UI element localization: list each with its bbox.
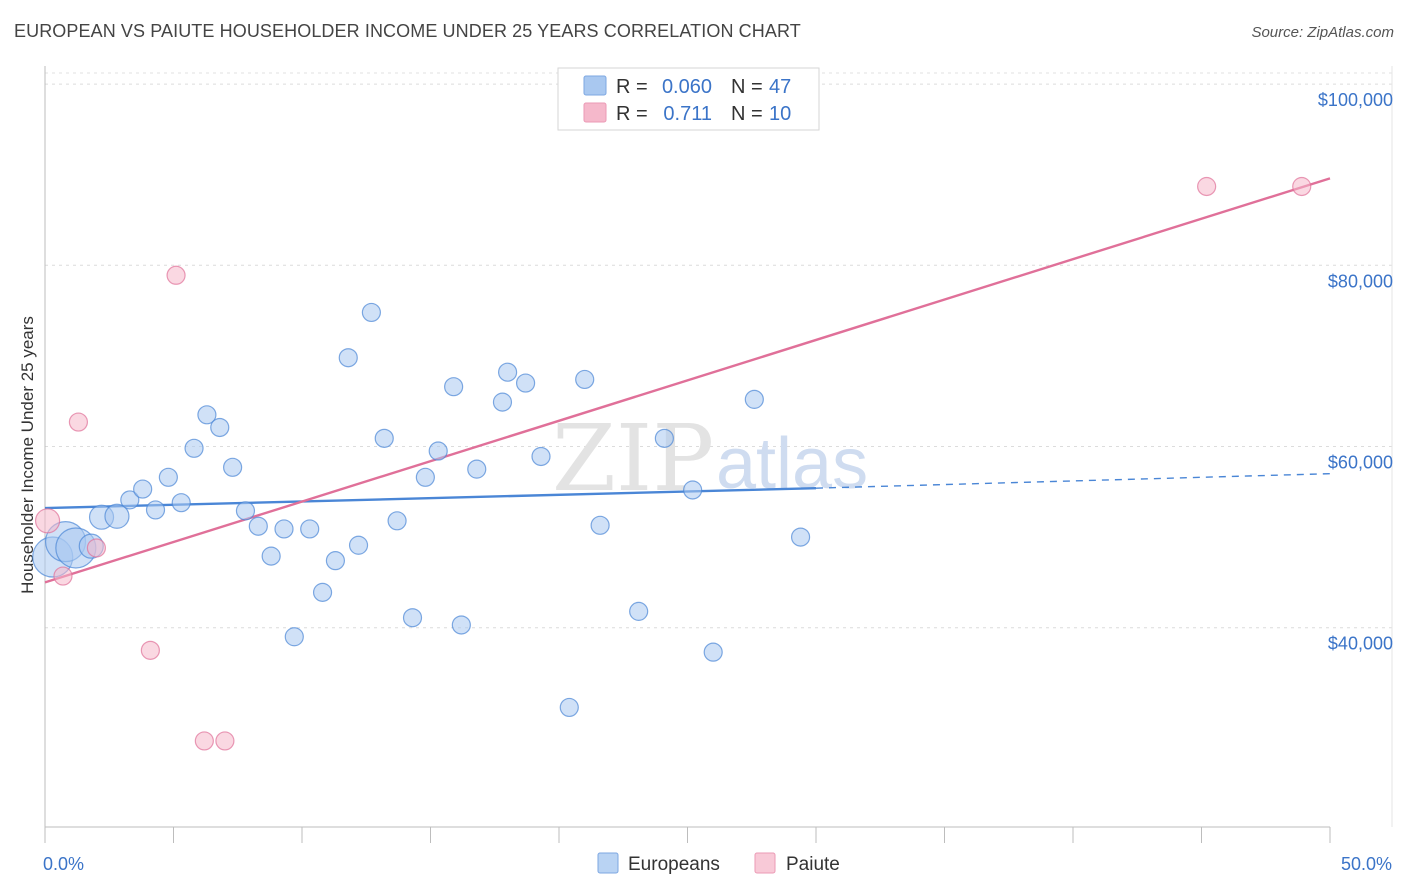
point-paiute-2 (68, 412, 89, 432)
axes (44, 66, 1393, 843)
point-europeans-11 (184, 438, 204, 458)
trend-line-paiute (44, 177, 1331, 584)
watermark-atlas: atlas (716, 424, 868, 504)
legend-r-label-europeans: R = (616, 76, 648, 98)
point-europeans-35 (498, 362, 518, 382)
legend-swatch-paiute (583, 102, 607, 123)
point-europeans-5 (104, 503, 130, 529)
point-europeans-13 (210, 417, 230, 438)
point-europeans-19 (284, 627, 304, 647)
point-europeans-42 (654, 428, 674, 448)
point-europeans-14 (223, 457, 243, 477)
x-tick-label-right: 50.0% (1341, 854, 1392, 874)
point-europeans-45 (744, 389, 764, 409)
point-europeans-24 (348, 535, 369, 555)
point-europeans-12 (197, 405, 217, 425)
data-points (32, 176, 1312, 751)
point-europeans-17 (261, 546, 281, 566)
x-tick-label-left: 0.0% (43, 854, 84, 874)
point-europeans-39 (575, 369, 595, 390)
point-europeans-30 (428, 441, 448, 461)
point-europeans-23 (338, 348, 358, 368)
point-europeans-44 (703, 642, 723, 662)
point-europeans-34 (492, 392, 513, 412)
series-legend: Europeans Paiute (597, 852, 840, 875)
point-europeans-20 (300, 519, 320, 539)
point-europeans-21 (312, 582, 333, 602)
point-europeans-31 (444, 377, 464, 397)
point-paiute-5 (166, 265, 186, 285)
point-europeans-29 (415, 467, 435, 487)
point-paiute-3 (86, 538, 107, 558)
point-paiute-8 (1197, 176, 1217, 197)
legend-n-label-paiute: N = (731, 103, 763, 125)
point-paiute-7 (215, 731, 235, 751)
y-tick-label-0: $40,000 (1328, 634, 1393, 654)
point-europeans-41 (629, 601, 649, 621)
point-europeans-37 (531, 446, 551, 467)
point-europeans-27 (387, 511, 407, 531)
y-tick-labels: $40,000 $60,000 $80,000 $100,000 (1318, 90, 1393, 654)
point-europeans-32 (451, 615, 471, 635)
point-europeans-26 (374, 428, 394, 448)
point-paiute-0 (34, 508, 61, 534)
y-tick-label-3: $100,000 (1318, 90, 1393, 110)
point-europeans-18 (274, 519, 294, 539)
point-paiute-4 (140, 640, 160, 660)
point-europeans-9 (158, 467, 178, 487)
point-europeans-8 (145, 500, 166, 520)
y-tick-label-2: $80,000 (1328, 271, 1393, 291)
bottom-legend-label-paiute: Paiute (786, 854, 840, 875)
legend-n-label-europeans: N = (731, 76, 763, 98)
point-europeans-15 (235, 501, 256, 521)
bottom-legend-swatch-paiute (754, 852, 776, 874)
x-tick-labels: 0.0% 50.0% (43, 854, 1392, 874)
trend-line-extension-europeans (815, 472, 1331, 489)
point-europeans-16 (248, 516, 268, 536)
chart-title: EUROPEAN VS PAIUTE HOUSEHOLDER INCOME UN… (14, 21, 801, 41)
gridlines (45, 72, 1392, 629)
legend-swatch-europeans (583, 75, 607, 96)
point-europeans-7 (133, 479, 153, 499)
watermark: ZIP atlas (552, 405, 868, 512)
y-tick-label-1: $60,000 (1328, 453, 1393, 473)
point-paiute-6 (194, 731, 214, 751)
point-paiute-9 (1292, 176, 1312, 197)
legend-n-value-europeans: 47 (769, 76, 791, 98)
legend-r-value-europeans: 0.060 (662, 76, 712, 98)
point-europeans-43 (683, 480, 703, 500)
bottom-legend-swatch-europeans (597, 852, 619, 874)
legend-r-label-paiute: R = (616, 103, 648, 125)
point-europeans-10 (171, 493, 191, 513)
point-europeans-38 (559, 697, 579, 718)
point-paiute-1 (53, 566, 73, 586)
point-europeans-28 (402, 608, 423, 628)
trend-lines (44, 177, 1331, 584)
point-europeans-40 (590, 515, 610, 535)
source-label: Source: ZipAtlas.com (1251, 24, 1394, 41)
point-europeans-36 (515, 373, 536, 393)
point-europeans-33 (467, 459, 487, 479)
stats-legend: R = 0.060 N = 47 R = 0.711 N = 10 (557, 67, 820, 131)
legend-r-value-paiute: 0.711 (663, 103, 712, 125)
point-europeans-46 (790, 527, 811, 547)
point-europeans-22 (325, 551, 346, 571)
point-europeans-25 (361, 302, 381, 323)
bottom-legend-label-europeans: Europeans (628, 854, 720, 875)
point-europeans-6 (120, 490, 140, 510)
legend-n-value-paiute: 10 (769, 103, 791, 125)
